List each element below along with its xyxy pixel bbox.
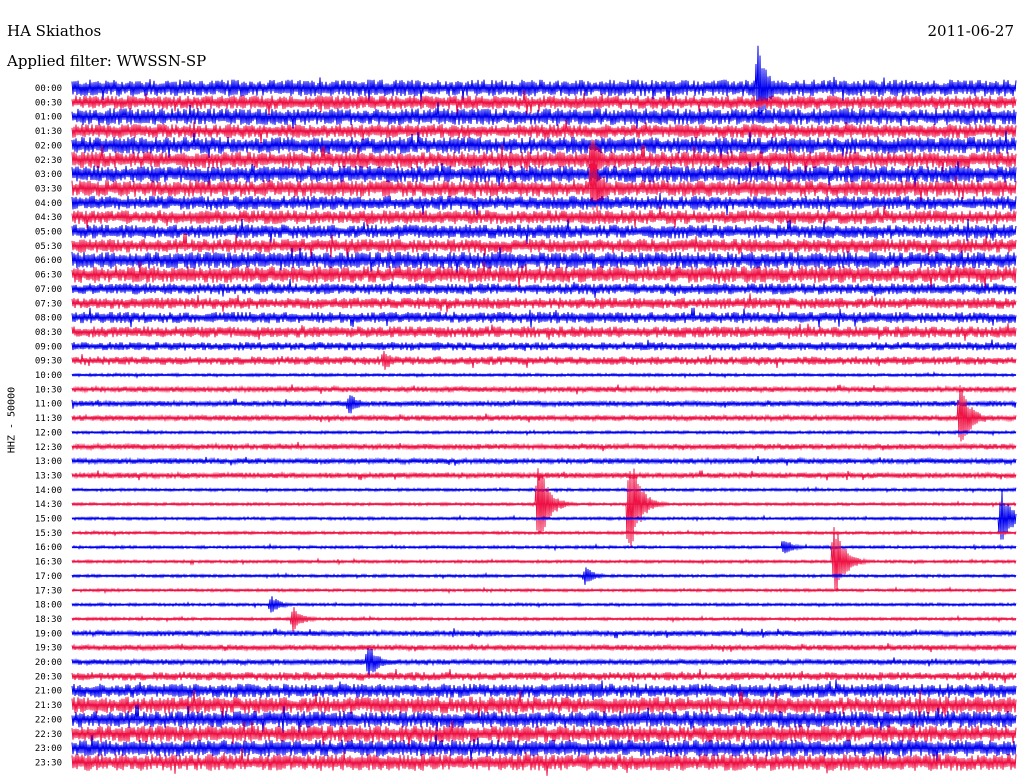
row-time-label: 02:30 <box>35 156 62 166</box>
row-time-label: 19:30 <box>35 644 62 654</box>
row-time-label: 18:00 <box>35 601 62 611</box>
row-time-label: 16:30 <box>35 558 62 568</box>
trace-line <box>71 193 1017 215</box>
row-time-label: 14:30 <box>35 500 62 510</box>
row-time-label: 16:00 <box>35 543 62 553</box>
row-time-label: 09:00 <box>35 342 62 352</box>
row-time-label: 17:00 <box>35 572 62 582</box>
row-time-label: 00:30 <box>35 98 62 108</box>
row-time-label: 10:00 <box>35 371 62 381</box>
row-time-label: 13:30 <box>35 471 62 481</box>
row-time-label: 07:00 <box>35 285 62 295</box>
trace-line <box>71 679 1017 701</box>
row-time-label: 13:00 <box>35 457 62 467</box>
row-time-label: 12:30 <box>35 443 62 453</box>
trace-line <box>71 130 1017 161</box>
trace-line <box>71 139 1017 177</box>
row-time-label: 03:30 <box>35 184 62 194</box>
trace-line <box>71 350 1017 370</box>
trace-line <box>71 720 1017 748</box>
row-time-label: 06:30 <box>35 271 62 281</box>
trace-line <box>71 102 1017 129</box>
trace-line <box>71 747 1017 776</box>
row-time-label: 05:00 <box>35 228 62 238</box>
row-time-label: 04:00 <box>35 199 62 209</box>
row-time-label: 18:30 <box>35 615 62 625</box>
row-time-label: 21:30 <box>35 701 62 711</box>
row-time-label: 00:00 <box>35 84 62 94</box>
row-time-label: 23:30 <box>35 758 62 768</box>
row-time-label: 15:00 <box>35 515 62 525</box>
trace-line <box>71 45 1017 122</box>
row-time-label: 22:30 <box>35 730 62 740</box>
trace-line <box>71 339 1017 352</box>
row-time-label: 10:30 <box>35 385 62 395</box>
row-time-label: 02:00 <box>35 141 62 151</box>
row-time-label: 01:00 <box>35 113 62 123</box>
trace-line <box>71 704 1017 734</box>
trace-line <box>71 247 1017 274</box>
row-time-label: 01:30 <box>35 127 62 137</box>
filter-label: Applied filter: WWSSN-SP <box>7 52 207 70</box>
row-time-label: 21:00 <box>35 687 62 697</box>
row-time-label: 22:00 <box>35 715 62 725</box>
row-time-label: 03:00 <box>35 170 62 180</box>
row-time-label: 09:30 <box>35 357 62 367</box>
row-time-label: 06:00 <box>35 256 62 266</box>
row-time-label: 20:00 <box>35 658 62 668</box>
row-time-label: 17:30 <box>35 586 62 596</box>
row-time-label: 11:30 <box>35 414 62 424</box>
trace-line <box>71 119 1017 144</box>
date-label: 2011-06-27 <box>927 22 1014 40</box>
trace-line <box>71 385 1017 442</box>
row-time-label: 20:30 <box>35 672 62 682</box>
row-time-label: 15:30 <box>35 529 62 539</box>
trace-line <box>71 205 1017 229</box>
row-time-label: 08:00 <box>35 314 62 324</box>
row-time-label: 23:00 <box>35 744 62 754</box>
trace-line <box>71 468 1017 549</box>
trace-line <box>71 233 1017 258</box>
trace-line <box>71 527 1017 592</box>
station-title: HA Skiathos <box>7 22 102 40</box>
row-time-label: 19:00 <box>35 629 62 639</box>
row-time-label: 04:30 <box>35 213 62 223</box>
row-time-label: 11:00 <box>35 400 62 410</box>
row-time-label: 12:00 <box>35 428 62 438</box>
row-time-label: 14:00 <box>35 486 62 496</box>
trace-line <box>71 384 1017 395</box>
row-time-label: 08:30 <box>35 328 62 338</box>
row-time-label: 07:30 <box>35 299 62 309</box>
trace-line <box>71 734 1017 763</box>
row-time-label: 05:30 <box>35 242 62 252</box>
